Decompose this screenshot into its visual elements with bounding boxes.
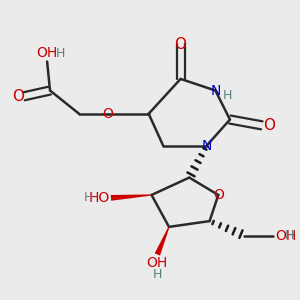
Text: H: H [285,229,294,242]
Text: OH: OH [275,229,296,243]
Text: H: H [223,89,232,102]
Text: H: H [84,191,94,204]
Text: HO: HO [88,191,109,205]
Polygon shape [111,194,152,201]
Text: N: N [202,139,212,153]
Text: O: O [175,37,187,52]
Text: H: H [56,47,65,60]
Text: O: O [263,118,275,133]
Text: OH: OH [147,256,168,270]
Text: O: O [103,107,113,121]
Text: O: O [12,89,24,104]
Text: H: H [153,268,162,281]
Text: N: N [210,83,220,98]
Polygon shape [155,227,170,256]
Text: O: O [213,188,224,202]
Text: OH: OH [37,46,58,60]
